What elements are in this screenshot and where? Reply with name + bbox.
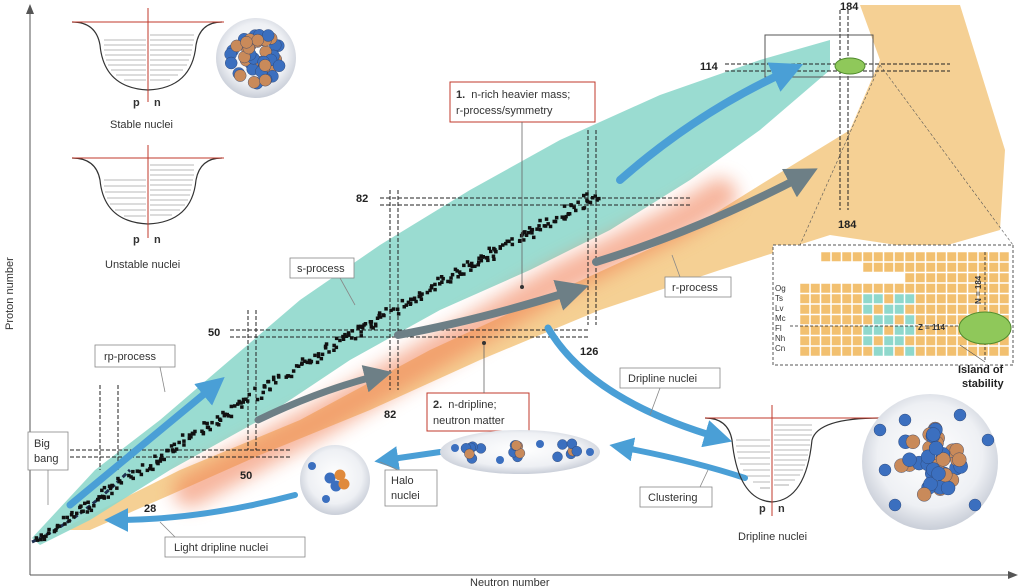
island-inset: Z = 114 N = 184 Og Ts Lv Mc Fl Nh Cn Isl…: [772, 64, 1014, 390]
inset-element-nh: Nh: [775, 334, 785, 343]
magic-z114: 114: [700, 61, 719, 73]
unstable-p: p: [133, 234, 140, 246]
clustering-label: Clustering: [648, 492, 698, 504]
well-stable: p n Stable nuclei: [71, 8, 224, 131]
light-dripline-arrow: [104, 492, 298, 532]
magic-n28: 28: [144, 503, 156, 515]
magic-n184-bottom: 184: [838, 219, 857, 231]
unstable-caption: Unstable nuclei: [105, 259, 180, 271]
x-axis-label: Neutron number: [470, 577, 550, 588]
r-process-arrow-1: [254, 365, 393, 424]
inset-element-og: Og: [775, 284, 786, 293]
stable-nuclei-dots: [34, 192, 601, 542]
dripline-n: n: [778, 503, 785, 515]
stable-n: n: [154, 97, 161, 109]
stable-p: p: [133, 97, 140, 109]
magic-z82: 82: [356, 193, 368, 205]
inset-element-cn: Cn: [775, 344, 785, 353]
island-line1: Island of: [958, 364, 1004, 376]
heavy-arrow: [616, 62, 804, 184]
island-marker: [764, 34, 874, 78]
dripline-nucleus-image: [862, 394, 998, 530]
callout2-line2: neutron matter: [433, 415, 505, 427]
inset-element-fl: Fl: [775, 324, 782, 333]
dripline-p: p: [759, 503, 766, 515]
light-dripline-label: Light dripline nuclei: [174, 542, 268, 554]
callout1-line1: n-rich heavier mass;: [471, 89, 570, 101]
halo-arrow: [374, 446, 443, 470]
y-axis-label: Proton number: [4, 257, 16, 330]
magic-number-labels: 28 50 50 82 82 126 114 184 184: [144, 1, 859, 515]
stable-caption: Stable nuclei: [110, 119, 173, 131]
callout-1: 1. n-rich heavier mass; r-process/symmet…: [449, 81, 596, 289]
magic-n184-top: 184: [840, 1, 859, 13]
big-bang-line1: Big: [34, 438, 50, 450]
axes: Neutron number Proton number: [4, 4, 1018, 588]
rp-process-arrow: [66, 376, 225, 509]
cluster-nucleus-image: [440, 430, 600, 474]
r-process-arrow-2: [394, 280, 589, 339]
callout1-number: 1.: [456, 89, 465, 101]
clustering-arrow: [609, 437, 748, 481]
halo-line1: Halo: [391, 475, 414, 487]
magic-z50: 50: [208, 327, 220, 339]
r-process-label: r-process: [672, 282, 718, 294]
inset-element-ts: Ts: [775, 294, 783, 303]
other-labels: Dripline nuclei Halo nuclei Clustering L…: [159, 367, 721, 558]
dripline-arrow: [544, 324, 733, 448]
magic-lines: [70, 10, 950, 470]
rp-process-label: rp-process: [104, 351, 156, 363]
island-line2: stability: [962, 378, 1004, 390]
well-dripline: p n Dripline nuclei: [704, 405, 882, 543]
inset-n-label: N = 184: [974, 275, 983, 304]
unknown-nuclei-region: [60, 5, 1005, 530]
halo-line2: nuclei: [391, 490, 420, 502]
big-bang-line2: bang: [34, 453, 58, 465]
svg-text:2. n-dripline;: 2. n-dripline;: [433, 399, 497, 411]
svg-text:1. n-rich heavier mass;: 1. n-rich heavier mass;: [456, 89, 570, 101]
process-arrows: [66, 62, 818, 532]
process-labels: Big bang rp-process s-process r-process: [27, 254, 732, 505]
r-process-arrow-3: [592, 168, 818, 266]
magic-n82: 82: [384, 409, 396, 421]
inset-element-mc: Mc: [775, 314, 786, 323]
callout1-line2: r-process/symmetry: [456, 105, 553, 117]
inset-z-label: Z = 114: [918, 323, 945, 332]
halo-nucleus-image: [300, 445, 370, 515]
callout2-line1: n-dripline;: [448, 399, 496, 411]
well-unstable: p n Unstable nuclei: [71, 145, 224, 271]
s-process-label: s-process: [297, 263, 345, 275]
callout2-number: 2.: [433, 399, 442, 411]
dripline-nuclei-box-label: Dripline nuclei: [628, 373, 697, 385]
dripline-caption: Dripline nuclei: [738, 531, 807, 543]
callout-2: 2. n-dripline; neutron matter: [426, 341, 530, 432]
magic-n50: 50: [240, 470, 252, 482]
inset-element-lv: Lv: [775, 304, 783, 313]
magic-n126: 126: [580, 346, 598, 358]
unstable-n: n: [154, 234, 161, 246]
stable-nucleus-image: [216, 18, 296, 98]
